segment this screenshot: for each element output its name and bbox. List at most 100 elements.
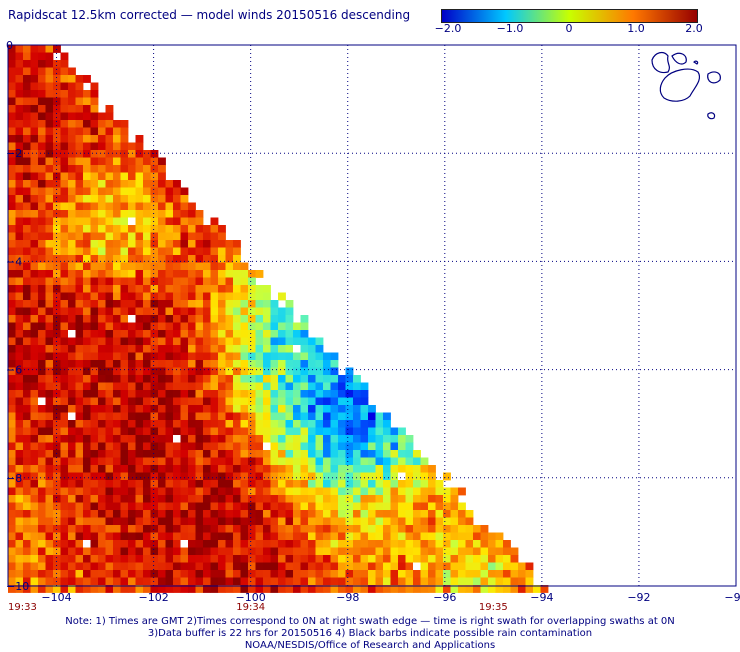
wind-pixel — [240, 412, 249, 421]
wind-pixel — [90, 570, 99, 578]
wind-pixel — [368, 480, 376, 488]
wind-pixel — [225, 292, 234, 301]
wind-pixel — [98, 435, 106, 443]
wind-pixel — [83, 172, 91, 181]
wind-pixel — [135, 277, 144, 286]
wind-pixel — [60, 217, 69, 226]
wind-pixel — [68, 292, 76, 301]
wind-pixel — [353, 390, 361, 398]
wind-pixel — [128, 180, 136, 188]
wind-pixel — [105, 240, 114, 248]
wind-pixel — [128, 202, 136, 211]
wind-pixel — [188, 390, 196, 398]
wind-pixel — [120, 172, 129, 181]
wind-pixel — [353, 405, 361, 413]
wind-pixel — [45, 112, 54, 121]
wind-pixel — [315, 337, 324, 346]
wind-pixel — [53, 562, 61, 571]
wind-pixel — [218, 502, 226, 511]
wind-pixel — [45, 120, 54, 128]
wind-pixel — [38, 540, 46, 548]
wind-pixel — [248, 585, 256, 593]
wind-pixel — [345, 420, 354, 428]
wind-pixel — [398, 465, 406, 473]
wind-pixel — [195, 330, 204, 338]
wind-pixel — [203, 457, 211, 466]
wind-pixel — [225, 532, 234, 541]
wind-pixel — [450, 525, 459, 533]
wind-pixel — [180, 337, 189, 346]
wind-pixel — [383, 420, 391, 428]
wind-pixel — [120, 127, 129, 136]
wind-pixel — [128, 330, 136, 338]
wind-pixel — [38, 120, 46, 128]
wind-pixel — [53, 405, 61, 413]
wind-pixel — [53, 435, 61, 443]
wind-pixel — [360, 390, 369, 398]
wind-pixel — [428, 525, 436, 533]
wind-pixel — [53, 442, 61, 451]
wind-pixel — [128, 517, 136, 526]
wind-pixel — [300, 555, 309, 563]
wind-pixel — [8, 412, 16, 421]
wind-pixel — [195, 217, 204, 226]
wind-pixel — [248, 360, 256, 368]
wind-pixel — [278, 390, 286, 398]
wind-pixel — [225, 442, 234, 451]
wind-pixel — [45, 240, 54, 248]
wind-pixel — [233, 292, 241, 301]
wind-pixel — [285, 315, 294, 323]
wind-pixel — [150, 157, 159, 166]
wind-pixel — [263, 585, 271, 593]
wind-pixel — [90, 232, 99, 241]
wind-pixel — [105, 285, 114, 293]
wind-pixel — [60, 247, 69, 256]
wind-pixel — [218, 495, 226, 503]
wind-pixel — [120, 465, 129, 473]
wind-pixel — [90, 442, 99, 451]
wind-pixel — [158, 577, 166, 586]
wind-pixel — [420, 465, 429, 473]
wind-pixel — [128, 225, 136, 233]
wind-pixel — [38, 457, 46, 466]
wind-pixel — [135, 547, 144, 556]
wind-pixel — [128, 412, 136, 421]
wind-pixel — [188, 255, 196, 263]
wind-pixel — [173, 397, 181, 406]
wind-pixel — [368, 487, 376, 496]
wind-pixel — [285, 525, 294, 533]
wind-pixel — [105, 330, 114, 338]
wind-pixel — [203, 405, 211, 413]
wind-pixel — [173, 412, 181, 421]
wind-pixel — [173, 570, 181, 578]
wind-pixel — [68, 240, 76, 248]
wind-pixel — [218, 405, 226, 413]
wind-pixel — [75, 262, 84, 271]
wind-pixel — [8, 195, 16, 203]
wind-pixel — [248, 405, 256, 413]
wind-pixel — [420, 562, 429, 571]
wind-pixel — [368, 540, 376, 548]
wind-pixel — [173, 555, 181, 563]
wind-pixel — [405, 480, 414, 488]
wind-pixel — [38, 300, 46, 308]
wind-pixel — [113, 300, 121, 308]
wind-pixel — [113, 330, 121, 338]
wind-pixel — [143, 442, 151, 451]
wind-pixel — [120, 420, 129, 428]
wind-pixel — [53, 412, 61, 421]
wind-pixel — [248, 427, 256, 436]
wind-pixel — [405, 540, 414, 548]
wind-pixel — [293, 382, 301, 391]
wind-pixel — [165, 412, 174, 421]
wind-pixel — [413, 532, 421, 541]
wind-pixel — [128, 367, 136, 376]
wind-pixel — [83, 465, 91, 473]
wind-pixel — [210, 247, 219, 256]
wind-pixel — [323, 577, 331, 586]
wind-pixel — [8, 382, 16, 391]
wind-pixel — [173, 510, 181, 518]
wind-pixel — [60, 577, 69, 586]
wind-pixel — [53, 172, 61, 181]
wind-pixel — [225, 427, 234, 436]
